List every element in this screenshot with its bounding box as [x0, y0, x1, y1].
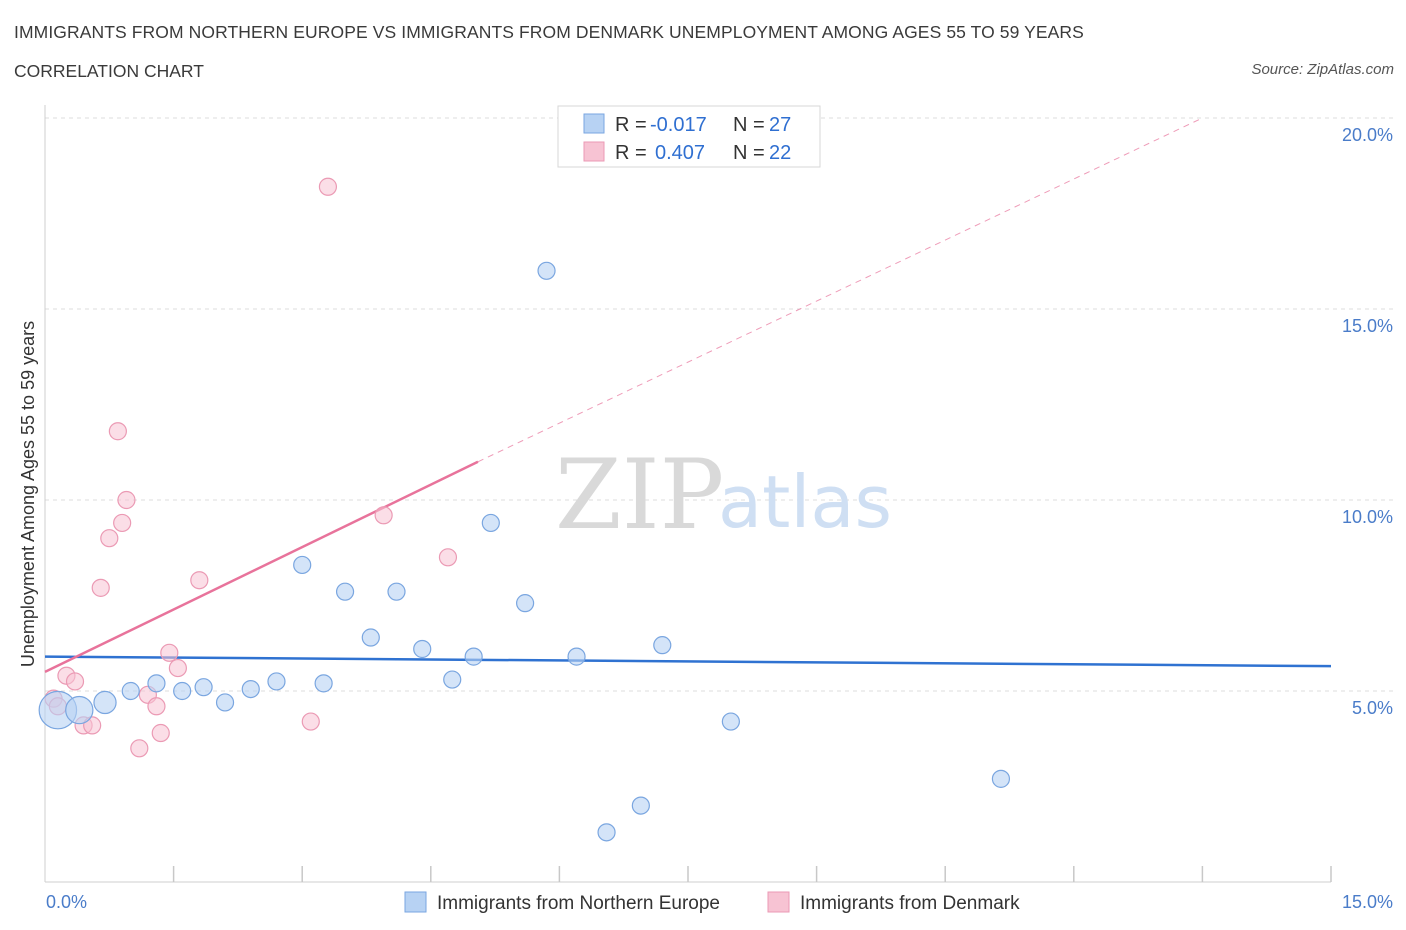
point-denmark [318, 177, 338, 196]
point-northern-europe [567, 647, 586, 666]
point-northern-europe [267, 672, 286, 691]
legend-r-value-1: -0.017 [650, 114, 707, 136]
gridlines [45, 117, 1393, 692]
point-denmark [168, 658, 187, 678]
y-tick-label: 20.0% [1342, 125, 1393, 145]
point-denmark [117, 490, 136, 510]
legend-n-label-1: N = [733, 114, 765, 136]
point-northern-europe [653, 636, 672, 655]
point-denmark [438, 548, 458, 567]
point-northern-europe [516, 594, 535, 613]
point-denmark [130, 739, 149, 758]
point-northern-europe [464, 647, 483, 666]
point-denmark [147, 697, 166, 716]
point-denmark [190, 571, 209, 590]
y-tick-label: 5.0% [1352, 698, 1393, 718]
x-tick-label-min: 0.0% [46, 892, 87, 912]
point-denmark [374, 506, 393, 525]
point-denmark [160, 643, 179, 662]
point-northern-europe [335, 582, 355, 601]
point-northern-europe [147, 674, 166, 693]
point-northern-europe [93, 690, 117, 715]
point-northern-europe [314, 674, 333, 693]
trend-line-northern-europe [44, 655, 1332, 668]
chart-subtitle: CORRELATION CHART [14, 61, 204, 81]
point-denmark [108, 422, 127, 441]
legend-n-value-1: 27 [769, 114, 791, 136]
source-credit: Source: ZipAtlas.com [1251, 61, 1394, 78]
point-northern-europe [413, 639, 432, 659]
series-legend-label-denmark: Immigrants from Denmark [800, 893, 1020, 914]
trend-line-denmark [44, 460, 479, 674]
y-tick-labels: 5.0% 10.0% 15.0% 20.0% [1342, 125, 1393, 718]
point-northern-europe [387, 582, 406, 601]
point-northern-europe [215, 693, 235, 712]
trend-line-denmark-extension [477, 117, 1203, 463]
point-northern-europe [65, 695, 94, 725]
point-northern-europe [443, 670, 462, 689]
point-northern-europe [241, 679, 260, 699]
series-legend-label-northern-europe: Immigrants from Northern Europe [437, 893, 720, 914]
point-denmark [91, 578, 110, 597]
point-northern-europe [194, 678, 213, 697]
legend-swatch-blue [583, 113, 605, 134]
point-northern-europe [361, 628, 380, 647]
point-denmark [151, 723, 170, 743]
watermark-zip: ZIP [555, 439, 724, 551]
point-denmark [65, 672, 85, 691]
point-denmark [113, 513, 132, 533]
y-tick-label: 10.0% [1342, 507, 1393, 527]
series-legend-swatch-northern-europe [404, 891, 427, 913]
point-northern-europe [537, 261, 556, 280]
watermark: ZIP atlas [555, 439, 892, 551]
legend-n-value-2: 22 [769, 142, 791, 164]
stats-legend: R = -0.017 N = 27 R = 0.407 N = 22 [557, 105, 821, 168]
point-denmark [301, 712, 320, 731]
watermark-atlas: atlas [718, 460, 892, 544]
point-northern-europe [991, 769, 1011, 788]
legend-swatch-pink [583, 141, 605, 162]
y-axis-label: Unemployment Among Ages 55 to 59 years [18, 321, 38, 667]
trend-lines [44, 117, 1332, 674]
series-legend-swatch-denmark [767, 891, 790, 913]
point-denmark [100, 529, 119, 548]
point-northern-europe [481, 513, 500, 533]
legend-r-label-1: R = [615, 114, 647, 136]
legend-n-label-2: N = [733, 142, 765, 164]
chart-title: IMMIGRANTS FROM NORTHERN EUROPE VS IMMIG… [14, 22, 1084, 42]
point-northern-europe [121, 681, 140, 701]
x-tick-marks [172, 866, 1332, 882]
x-tick-label-max: 15.0% [1342, 892, 1393, 912]
series-legend: Immigrants from Northern Europe Immigran… [404, 891, 1020, 914]
point-northern-europe [597, 823, 616, 842]
point-northern-europe [631, 796, 650, 815]
point-northern-europe [721, 712, 740, 731]
point-northern-europe [173, 681, 192, 701]
point-northern-europe [293, 555, 312, 575]
legend-r-label-2: R = [615, 142, 647, 164]
data-points [38, 177, 1011, 842]
y-tick-label: 15.0% [1342, 316, 1393, 336]
legend-r-value-2: 0.407 [655, 142, 705, 164]
